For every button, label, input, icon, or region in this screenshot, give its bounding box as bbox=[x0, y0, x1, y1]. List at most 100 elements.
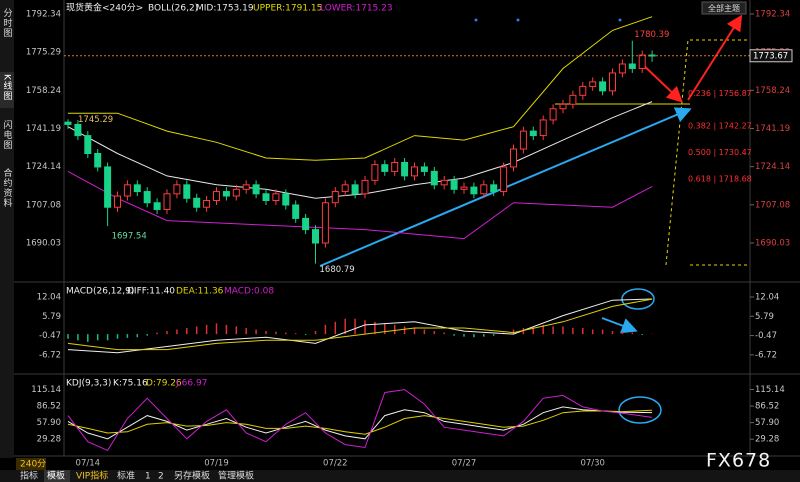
sidebar-tab[interactable]: 闪电图 bbox=[2, 120, 13, 150]
y-tick-label: 29.28 bbox=[755, 435, 779, 445]
candle-body bbox=[628, 63, 636, 69]
candle-body bbox=[64, 121, 72, 125]
y-tick-label: 1758.24 bbox=[755, 86, 790, 96]
candle-body bbox=[123, 184, 131, 197]
candle-body bbox=[242, 184, 250, 190]
y-tick-label: -6.72 bbox=[39, 350, 61, 360]
sidebar-tab[interactable]: 分时图 bbox=[2, 8, 13, 38]
candle-body bbox=[549, 108, 557, 121]
candle-body bbox=[213, 191, 220, 202]
x-tick-label: 07/19 bbox=[204, 459, 229, 469]
candle-body bbox=[203, 200, 211, 208]
legend-entry: MID:1753.19 bbox=[196, 4, 254, 14]
toolbar bbox=[0, 470, 800, 482]
indicator-line bbox=[67, 409, 653, 435]
candle-body bbox=[391, 161, 399, 172]
highlight-circle bbox=[621, 288, 655, 310]
theme-button-label[interactable]: 全部主题 bbox=[708, 3, 740, 13]
y-tick-label: 1690.03 bbox=[26, 238, 61, 248]
markers bbox=[474, 18, 622, 22]
sidebar-tab[interactable]: K线图 bbox=[2, 74, 13, 101]
toolbar-item[interactable]: 2 bbox=[158, 472, 164, 482]
y-tick-label: 1707.08 bbox=[755, 200, 790, 210]
candle-body bbox=[411, 166, 418, 177]
candle-body bbox=[430, 170, 438, 186]
y-tick-label: 115.14 bbox=[31, 385, 61, 395]
candle-body bbox=[519, 130, 527, 150]
y-tick-label: 1707.08 bbox=[26, 200, 61, 210]
y-tick-label: 1724.14 bbox=[755, 162, 790, 172]
candle-body bbox=[450, 179, 458, 190]
toolbar-item[interactable]: 管理模板 bbox=[218, 470, 254, 482]
candle-body bbox=[272, 193, 280, 202]
indicator-line bbox=[67, 170, 653, 240]
y-tick-label: 1741.19 bbox=[755, 124, 790, 134]
candle-body bbox=[341, 184, 349, 193]
marker-dot bbox=[516, 18, 520, 22]
period-box[interactable] bbox=[16, 458, 46, 470]
candle-body bbox=[420, 166, 428, 172]
fib-label: 0.236 | 1756.87 bbox=[688, 89, 752, 98]
sidebar-tab[interactable]: 合约资料 bbox=[2, 167, 13, 208]
candle-body bbox=[193, 197, 201, 208]
indicator-line bbox=[67, 298, 653, 354]
panel-frame bbox=[14, 0, 800, 457]
indicator-line bbox=[68, 16, 653, 161]
y-tick-label: 1741.19 bbox=[26, 124, 61, 134]
y-tick-label: 1724.14 bbox=[26, 162, 61, 172]
candle-body bbox=[292, 204, 300, 219]
y-tick-label: 29.28 bbox=[37, 435, 61, 445]
toolbar-active bbox=[44, 470, 70, 482]
legend-entry: DIFF:11.40 bbox=[127, 287, 175, 297]
toolbar-item[interactable]: 模板 bbox=[47, 470, 65, 482]
x-tick-label: 07/22 bbox=[323, 459, 348, 469]
candle-body bbox=[569, 94, 577, 105]
candle-body bbox=[232, 188, 240, 197]
sidebar bbox=[0, 0, 14, 458]
toolbar-item[interactable]: 标准 bbox=[117, 470, 135, 482]
highlight-circle bbox=[618, 396, 662, 424]
y-tick-label: 57.90 bbox=[755, 418, 779, 428]
candle-body bbox=[222, 191, 230, 197]
legend-entry: UPPER:1791.15 bbox=[253, 4, 322, 14]
legend-entry: J:66.97 bbox=[175, 379, 207, 389]
candle-body bbox=[153, 202, 161, 210]
marker-dot bbox=[618, 18, 622, 22]
period[interactable]: 240分 bbox=[20, 459, 46, 470]
fib-label: 0.618 | 1718.68 bbox=[688, 174, 752, 183]
candle-body bbox=[173, 184, 181, 195]
candle-body bbox=[529, 130, 537, 137]
last-price: 1773.67 bbox=[753, 51, 788, 61]
x-tick-label: 07/14 bbox=[76, 459, 101, 469]
toolbar-item[interactable]: 1 bbox=[145, 472, 151, 482]
candle-body bbox=[143, 191, 151, 204]
candle-body bbox=[470, 186, 478, 195]
last-price-box bbox=[749, 49, 793, 63]
candle-body bbox=[262, 193, 270, 202]
toolbar-item[interactable]: 另存模板 bbox=[174, 470, 210, 482]
y-tick-label: 12.04 bbox=[37, 292, 61, 302]
toolbar-item[interactable]: 指标 bbox=[20, 470, 38, 482]
candle-body bbox=[74, 123, 82, 137]
y-tick-label: 86.52 bbox=[755, 402, 779, 412]
candle-body bbox=[361, 179, 369, 195]
candle-body bbox=[312, 229, 319, 244]
candle-body bbox=[609, 72, 616, 92]
x-tick-label: 07/27 bbox=[452, 459, 477, 469]
candle-body bbox=[381, 164, 389, 172]
legend-entry: MACD:0.08 bbox=[224, 287, 274, 297]
x-tick-label: 07/30 bbox=[580, 459, 605, 469]
theme-button[interactable] bbox=[701, 1, 747, 15]
candle-body bbox=[133, 184, 141, 193]
candle-body bbox=[460, 186, 468, 190]
candle-body bbox=[282, 193, 290, 206]
candle-body bbox=[490, 184, 498, 193]
legend-entry: K:75.16 bbox=[113, 379, 148, 389]
y-tick-label: 1758.24 bbox=[26, 86, 61, 96]
panel-title: 现货黄金<240分> bbox=[66, 2, 143, 14]
price-label: 1697.54 bbox=[112, 232, 147, 242]
marker-dot bbox=[474, 18, 478, 22]
toolbar-item[interactable]: VIP指标 bbox=[76, 470, 108, 482]
